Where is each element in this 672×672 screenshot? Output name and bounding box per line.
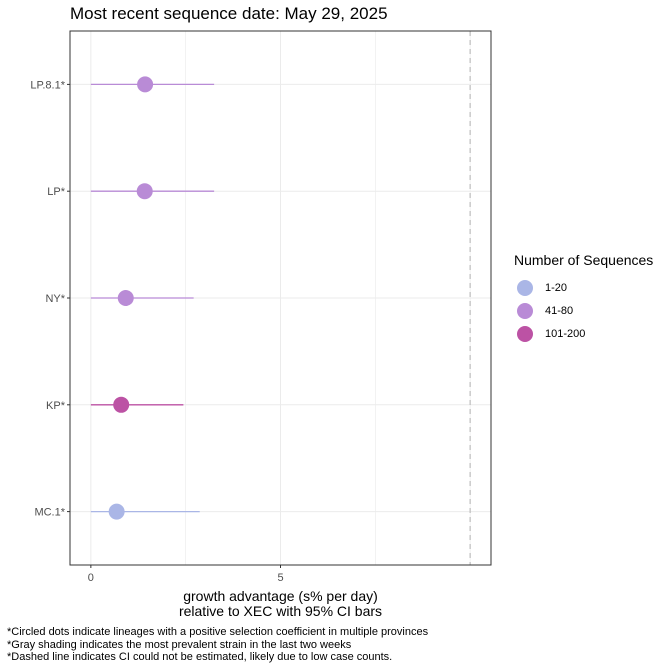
x-axis-label-line1: growth advantage (s% per day): [183, 588, 378, 604]
y-tick-label: KP*: [46, 400, 66, 412]
data-point: [117, 290, 134, 306]
y-tick-label: NY*: [45, 293, 65, 305]
data-point: [108, 503, 125, 520]
data-point: [113, 396, 130, 413]
footnote: *Circled dots indicate lineages with a p…: [7, 626, 429, 638]
footnotes: *Circled dots indicate lineages with a p…: [7, 626, 428, 664]
y-tick-label: MC.1*: [34, 507, 65, 519]
y-tick-label: LP.8.1*: [30, 79, 65, 91]
footnote: *Gray shading indicates the most prevale…: [7, 638, 352, 651]
legend-label-1-20: 1-20: [545, 282, 568, 294]
x-tick-label: 5: [277, 572, 283, 584]
legend-title: Number of Sequences: [514, 252, 654, 268]
legend-label-101-200: 101-200: [545, 328, 586, 340]
legend-item-101-200: 101-200: [514, 323, 653, 345]
legend-item-41-80: 41-80: [514, 300, 653, 322]
data-point: [137, 76, 154, 93]
legend-swatch-1-20: [517, 280, 533, 296]
legend-label-41-80: 41-80: [545, 305, 574, 317]
legend-item-1-20: 1-20: [514, 277, 653, 299]
legend-swatch-101-200: [517, 326, 533, 342]
y-tick-label: LP*: [47, 186, 65, 198]
chart-title: Most recent sequence date: May 29, 2025: [70, 4, 388, 23]
data-point: [136, 183, 153, 200]
legend-swatch-41-80: [517, 303, 533, 319]
x-tick-label: 0: [88, 572, 94, 584]
x-axis-label-line2: relative to XEC with 95% CI bars: [178, 603, 383, 619]
legend: Number of Sequences 1-20 41-80 101-200: [514, 252, 653, 345]
footnote: *Dashed line indicates CI could not be e…: [7, 651, 393, 663]
